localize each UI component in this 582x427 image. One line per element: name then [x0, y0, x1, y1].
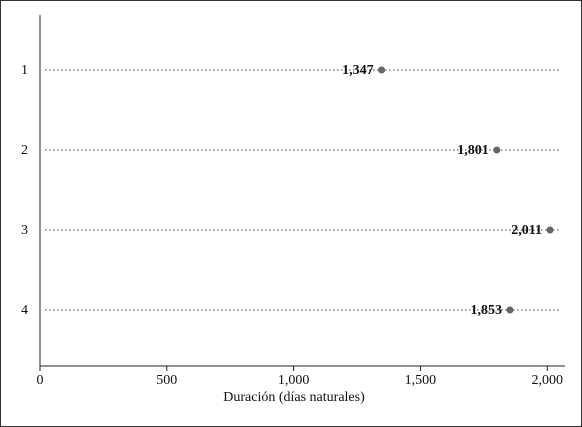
y-tick-label: 1 — [21, 63, 28, 78]
x-tick-label: 1,500 — [405, 373, 437, 388]
y-tick-label: 4 — [21, 303, 28, 318]
x-tick-label: 500 — [156, 373, 177, 388]
x-tick-label: 1,000 — [278, 373, 310, 388]
value-label: 1,853 — [470, 303, 502, 318]
x-axis-label: Duración (días naturales) — [223, 390, 365, 405]
dot — [493, 146, 501, 154]
y-tick-label: 2 — [21, 143, 28, 158]
y-tick-label: 3 — [21, 223, 28, 238]
dot — [546, 226, 554, 234]
value-label: 1,801 — [457, 143, 489, 158]
value-label: 2,011 — [511, 223, 542, 238]
dot — [378, 66, 386, 74]
dot — [506, 306, 514, 314]
x-tick-label: 2,000 — [531, 373, 563, 388]
x-tick-label: 0 — [37, 373, 44, 388]
value-label: 1,347 — [342, 63, 374, 78]
